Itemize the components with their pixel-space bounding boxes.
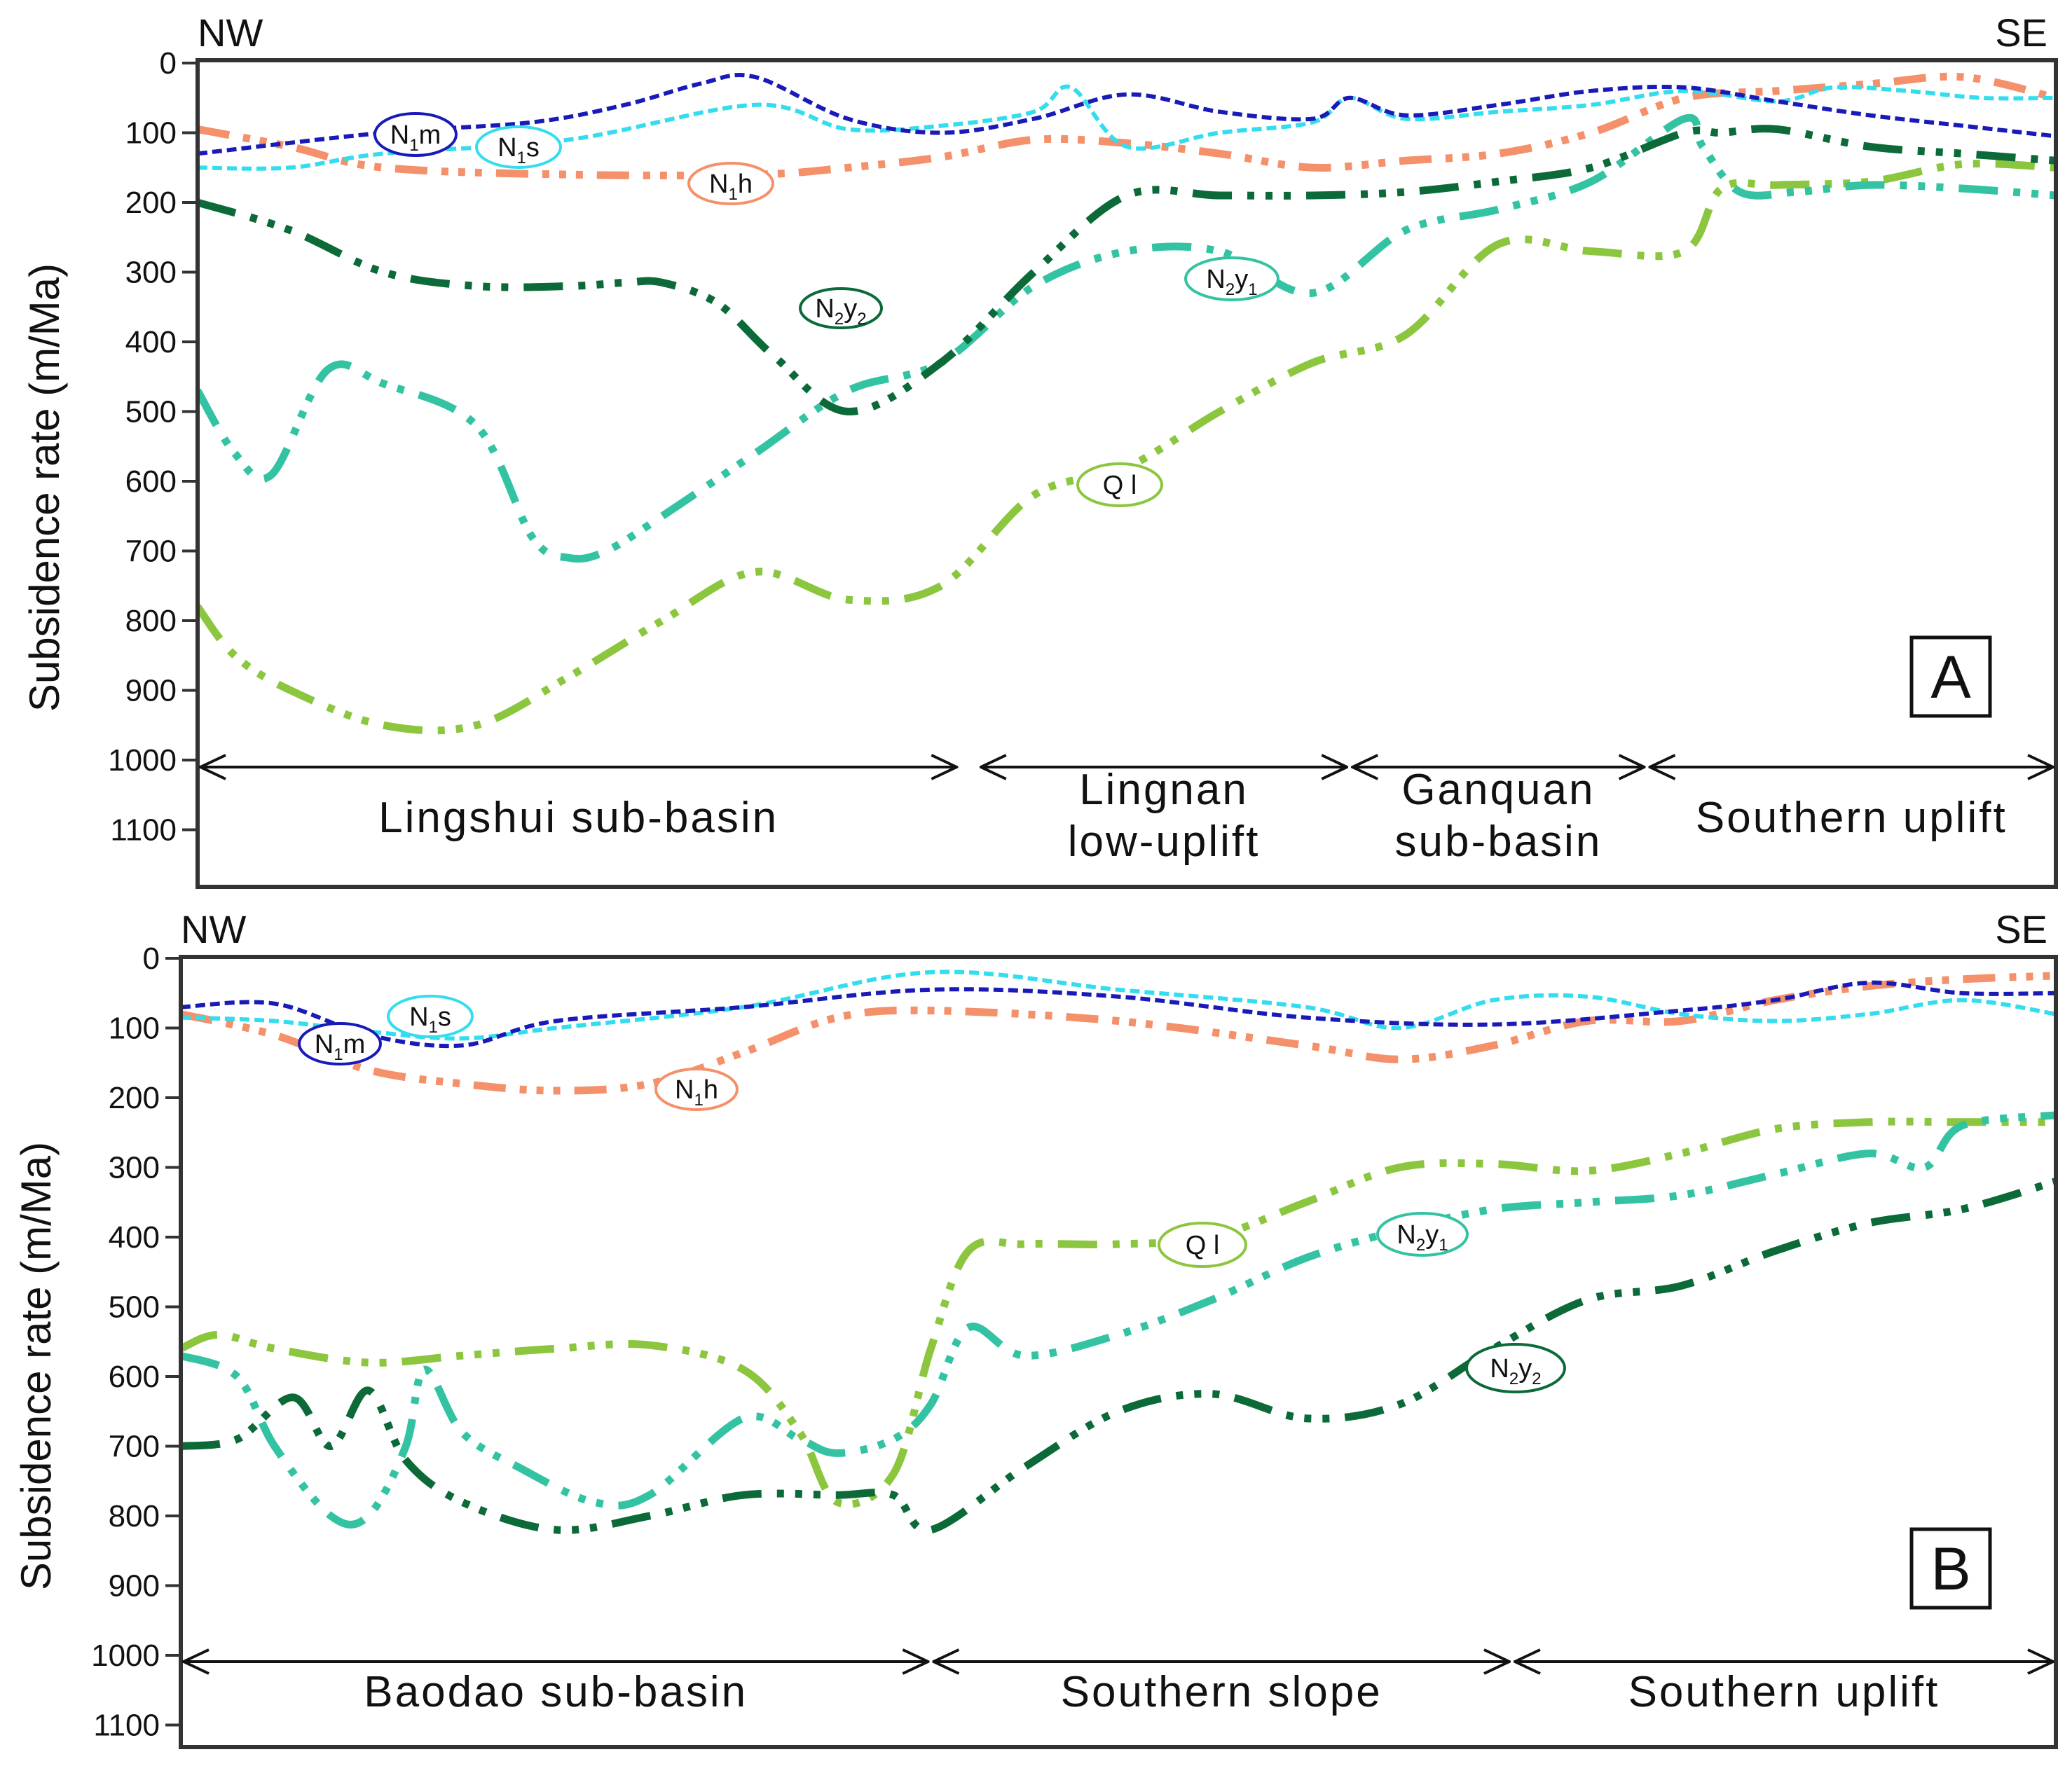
direction-se: SE <box>1995 907 2047 951</box>
series-tag-n1h: N1h <box>654 1068 739 1111</box>
panel-b-chart: 0 100 200 300 400 500 600 700 800 900 1000 1100 Subs… <box>13 907 2058 1749</box>
y-tick-label: 800 <box>109 1499 160 1533</box>
region-label: Baodao sub-basin <box>364 1668 748 1716</box>
series-tag-n2y1: N2y1 <box>1376 1212 1469 1257</box>
y-tick-label: 100 <box>109 1012 160 1046</box>
series-line-n1h <box>181 972 2056 1095</box>
region-label: Lingshui sub-basin <box>378 794 778 842</box>
series-tag-ql: Q l <box>1076 462 1163 507</box>
series-line-n1h <box>198 72 2056 179</box>
panel-letter-box <box>1909 1527 1992 1610</box>
direction-nw: NW <box>198 11 263 55</box>
series-tag-n1m: N1m <box>298 1022 382 1065</box>
y-tick-label: 600 <box>109 1360 160 1394</box>
y-tick-label: 1000 <box>108 743 177 778</box>
series-tag-ql: Q l <box>1158 1222 1247 1268</box>
svg-text:N1m: N1m <box>315 1030 365 1064</box>
series-tag-n1m: N1m <box>373 112 458 157</box>
y-axis-label: Subsidence rate (m/Ma) <box>21 263 68 712</box>
region-label: Southern slope <box>1061 1668 1383 1716</box>
region-label: Southern uplift <box>1628 1668 1940 1716</box>
y-tick-label: 800 <box>125 604 177 638</box>
y-tick-label: 400 <box>109 1220 160 1255</box>
y-tick-label: 600 <box>125 464 177 499</box>
series-line-n2y2 <box>198 125 2056 416</box>
series-tag-n1s: N1s <box>387 995 474 1038</box>
region-label: Southern uplift <box>1696 794 2008 842</box>
svg-text:N1s: N1s <box>498 133 540 167</box>
y-tick-label: 200 <box>125 186 177 220</box>
direction-se: SE <box>1995 11 2047 55</box>
y-tick-label: 500 <box>125 395 177 429</box>
plot-frame <box>179 955 2058 1749</box>
y-tick-label: 200 <box>109 1081 160 1115</box>
panel-letter: B <box>1930 1536 1970 1603</box>
series-line-n2y2 <box>181 1178 2056 1534</box>
y-tick-label: 300 <box>125 256 177 290</box>
y-tick-label: 900 <box>125 674 177 708</box>
y-tick-label: 1100 <box>110 813 177 848</box>
svg-text:Q l: Q l <box>1186 1231 1220 1260</box>
panel-a-chart: 0 100 200 300 400 500 600 700 800 900 1000 1100 Subs… <box>21 11 2058 889</box>
y-tick-label: 400 <box>125 325 177 359</box>
region-label: Ganquan <box>1401 766 1595 814</box>
series-line-n1m <box>198 73 2056 156</box>
svg-text:N2y2: N2y2 <box>1490 1354 1541 1388</box>
region-label: sub-basin <box>1394 818 1602 866</box>
y-tick-label: 1100 <box>93 1709 160 1743</box>
region-label: low-uplift <box>1068 818 1261 866</box>
series-tag-n1s: N1s <box>475 125 562 169</box>
svg-text:Q l: Q l <box>1103 471 1137 500</box>
series-lines <box>198 72 2056 735</box>
panel-letter: A <box>1930 644 1971 711</box>
svg-text:N2y1: N2y1 <box>1397 1220 1448 1255</box>
y-tick-label: 700 <box>125 534 177 569</box>
svg-text:N1m: N1m <box>390 120 441 155</box>
y-tick-label: 300 <box>109 1151 160 1185</box>
series-line-ql <box>181 1117 2056 1508</box>
series-line-n2y1 <box>181 1111 2056 1529</box>
y-axis-label: Subsidence rate (m/Ma) <box>13 1142 60 1590</box>
series-line-ql <box>198 159 2056 735</box>
panel-letter-box <box>1909 635 1992 718</box>
y-tick-label: 1000 <box>91 1639 160 1673</box>
svg-text:N2y1: N2y1 <box>1206 265 1257 299</box>
series-tag-n2y2: N2y2 <box>799 287 883 329</box>
y-tick-label: 700 <box>109 1430 160 1464</box>
region-label: Lingnan <box>1079 766 1249 814</box>
series-tag-n2y1: N2y1 <box>1184 256 1279 301</box>
series-tag-n1h: N1h <box>687 162 774 205</box>
svg-text:N1s: N1s <box>409 1002 451 1037</box>
svg-text:N2y2: N2y2 <box>815 294 866 329</box>
svg-text:N1h: N1h <box>675 1075 718 1110</box>
y-tick-label: 900 <box>109 1569 160 1603</box>
series-line-n1m <box>181 980 2056 1049</box>
y-tick-label: 500 <box>109 1290 160 1325</box>
svg-text:N1h: N1h <box>709 170 753 204</box>
y-tick-label: 0 <box>143 941 160 976</box>
series-tag-n2y2: N2y2 <box>1465 1343 1566 1393</box>
series-line-n1s <box>181 970 2056 1041</box>
y-tick-label: 0 <box>160 46 177 81</box>
direction-nw: NW <box>181 907 246 951</box>
y-tick-label: 100 <box>125 116 177 151</box>
series-lines <box>181 970 2056 1534</box>
plot-frame <box>195 58 2058 889</box>
